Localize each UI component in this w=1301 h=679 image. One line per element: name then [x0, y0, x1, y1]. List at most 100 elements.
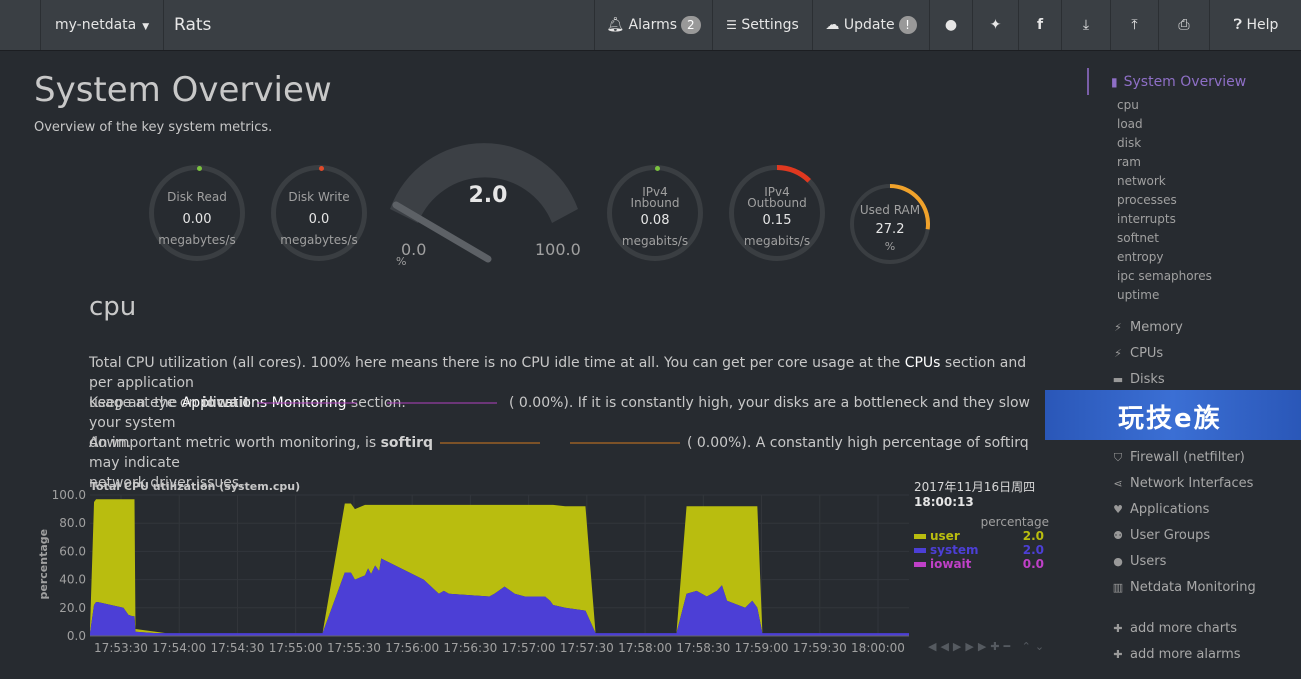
gauge-label: Used RAM — [859, 203, 921, 217]
twitter-icon: ✦ — [989, 17, 1002, 33]
chart-legend: 2017年11月16日周四 18:00:13 percentage user 2.… — [914, 478, 1049, 571]
x-tick-label: 17:57:00 — [502, 641, 556, 655]
settings-button[interactable]: ☰ Settings — [712, 0, 812, 50]
x-tick-label: 17:55:00 — [269, 641, 323, 655]
cpu-gauge-max: 100.0 — [535, 240, 581, 259]
y-tick-label: 20.0 — [59, 601, 86, 615]
legend-series-name: system — [930, 543, 979, 557]
sidebar-subitem-load[interactable]: load — [1117, 117, 1143, 131]
sidebar-item-label: Netdata Monitoring — [1130, 580, 1256, 595]
text: network driver issues. — [89, 475, 244, 491]
gauge-label-line1: IPv4 — [764, 185, 790, 199]
bell-icon: 🔔︎ — [606, 17, 625, 33]
cpu-gauge-needle — [392, 201, 492, 263]
cpu-gauge-unit: % — [396, 255, 407, 268]
gauge-label: Disk Write — [288, 190, 350, 204]
cpu-gauge-dial — [390, 143, 578, 263]
sidebar-item-users[interactable]: ● Users — [1111, 554, 1166, 569]
sidebar-subitem-ram[interactable]: ram — [1117, 155, 1141, 169]
sidebar-item-netdata-monitoring[interactable]: ▥ Netdata Monitoring — [1111, 580, 1256, 595]
x-tick-label: 17:54:30 — [211, 641, 265, 655]
chart-controls: ◀◀▶▶▶✚━ ⌃⌄ — [928, 640, 1048, 653]
sidebar-subitem-interrupts[interactable]: interrupts — [1117, 212, 1176, 226]
gauge-indicator — [319, 166, 324, 171]
help-button[interactable]: ❓︎ Help — [1209, 0, 1301, 50]
download-icon: ⤓ — [1082, 17, 1090, 33]
sidebar-subitem-cpu[interactable]: cpu — [1117, 98, 1139, 112]
gauge-value: 0.00 — [182, 212, 212, 227]
twitter-button[interactable]: ✦ — [972, 0, 1018, 50]
github-button[interactable]: ● — [929, 0, 972, 50]
upload-button[interactable]: ⤒ — [1110, 0, 1158, 50]
users-icon: ⚉ — [1113, 529, 1123, 542]
hostname-title: Rats — [174, 15, 212, 35]
sidebar-item-applications[interactable]: ♥ Applications — [1111, 502, 1209, 517]
prev-icon[interactable]: ◀◀ — [928, 640, 953, 653]
download-button[interactable]: ⤓ — [1061, 0, 1110, 50]
sidebar-subitem-processes[interactable]: processes — [1117, 193, 1177, 207]
add-more-charts-link[interactable]: ✚ add more charts — [1111, 621, 1237, 636]
next-icon[interactable]: ▶▶ — [965, 640, 991, 653]
x-tick-label: 17:58:30 — [676, 641, 730, 655]
legend-row-iowait[interactable]: iowait 0.0 — [914, 557, 1049, 571]
sidebar-subitem-uptime[interactable]: uptime — [1117, 288, 1160, 302]
text: ( 0.00%). A constantly high percentage o… — [89, 435, 1029, 471]
text: An important metric worth monitoring, is — [89, 435, 381, 451]
resize-icon[interactable]: ⌃⌄ — [1021, 640, 1049, 653]
x-tick-label: 17:59:30 — [793, 641, 847, 655]
gauge-unit: % — [884, 240, 896, 253]
folder-icon: ▬ — [1112, 373, 1124, 386]
softirq-sparkline — [439, 442, 680, 444]
iowait-note: Keep an eye on iowait ( 0.00%). If it is… — [89, 393, 1049, 453]
legend-units: percentage — [980, 515, 1049, 529]
sidebar-subitem-softnet[interactable]: softnet — [1117, 231, 1160, 245]
sidebar-subitem-ipc-semaphores[interactable]: ipc semaphores — [1117, 269, 1212, 283]
sidebar-item-network-interfaces[interactable]: ⋖ Network Interfaces — [1111, 476, 1253, 491]
share-icon: ⋖ — [1113, 477, 1123, 490]
plus-icon: ✚ — [1113, 648, 1123, 661]
legend-row-system[interactable]: system 2.0 — [914, 543, 1049, 557]
y-tick-label: 0.0 — [67, 629, 86, 643]
legend-swatch — [914, 562, 926, 567]
page-title: System Overview — [34, 70, 332, 110]
alarms-button[interactable]: 🔔︎ Alarms 2 — [594, 0, 712, 50]
server-menu-button[interactable]: my-netdata ▼ — [40, 0, 165, 50]
sidebar-subitem-entropy[interactable]: entropy — [1117, 250, 1164, 264]
heartbeat-icon: ♥ — [1113, 503, 1123, 516]
upload-icon: ⤒ — [1131, 17, 1138, 33]
sidebar-item-user-groups[interactable]: ⚉ User Groups — [1111, 528, 1210, 543]
cpus-link[interactable]: CPUs — [904, 355, 941, 371]
series-area-user — [90, 499, 909, 634]
add-more-alarms-link[interactable]: ✚ add more alarms — [1111, 647, 1240, 662]
sidebar-item-label: Users — [1130, 554, 1167, 569]
sidebar-item-label: Network Interfaces — [1130, 476, 1254, 491]
print-button[interactable]: ⎙ — [1158, 0, 1209, 50]
sidebar-item-cpus[interactable]: ⚡︎ CPUs — [1111, 346, 1163, 361]
cpu-chart[interactable]: 100.0 80.0 60.0 40.0 20.0 0.0 17:53:30 17:54:00… — [0, 484, 1060, 679]
update-button[interactable]: ☁ Update! — [812, 0, 929, 50]
legend-row-user[interactable]: user 2.0 — [914, 529, 1049, 543]
plus-icon: ✚ — [1113, 622, 1123, 635]
x-tick-label: 17:58:00 — [618, 641, 672, 655]
facebook-icon: f — [1036, 17, 1044, 33]
print-icon: ⎙ — [1178, 17, 1190, 33]
sidebar-subitem-disk[interactable]: disk — [1117, 136, 1142, 150]
play-icon[interactable]: ▶ — [952, 640, 966, 653]
sidebar-item-firewall-netfilter[interactable]: ⛉ Firewall (netfilter) — [1111, 450, 1245, 465]
legend-series-name: user — [930, 529, 960, 543]
iowait-sparkline — [256, 402, 497, 404]
user-icon: ● — [1113, 555, 1123, 568]
softirq-note: An important metric worth monitoring, is… — [89, 433, 1049, 493]
sidebar-subitem-network[interactable]: network — [1117, 174, 1166, 188]
sliders-icon: ☰ — [726, 18, 737, 32]
y-axis-label: percentage — [37, 529, 50, 600]
y-tick-label: 40.0 — [59, 573, 86, 587]
zoom-in-icon[interactable]: ✚ — [990, 640, 1004, 653]
x-tick-label: 17:59:00 — [735, 641, 789, 655]
facebook-button[interactable]: f — [1018, 0, 1061, 50]
series-area-system — [90, 558, 909, 636]
sidebar-item-memory[interactable]: ⚡︎ Memory — [1111, 320, 1183, 335]
sidebar-item-system-overview[interactable]: ▮ System Overview — [1111, 74, 1246, 90]
sidebar-item-disks[interactable]: ▬ Disks — [1111, 372, 1165, 387]
zoom-out-icon[interactable]: ━ — [1003, 640, 1015, 653]
